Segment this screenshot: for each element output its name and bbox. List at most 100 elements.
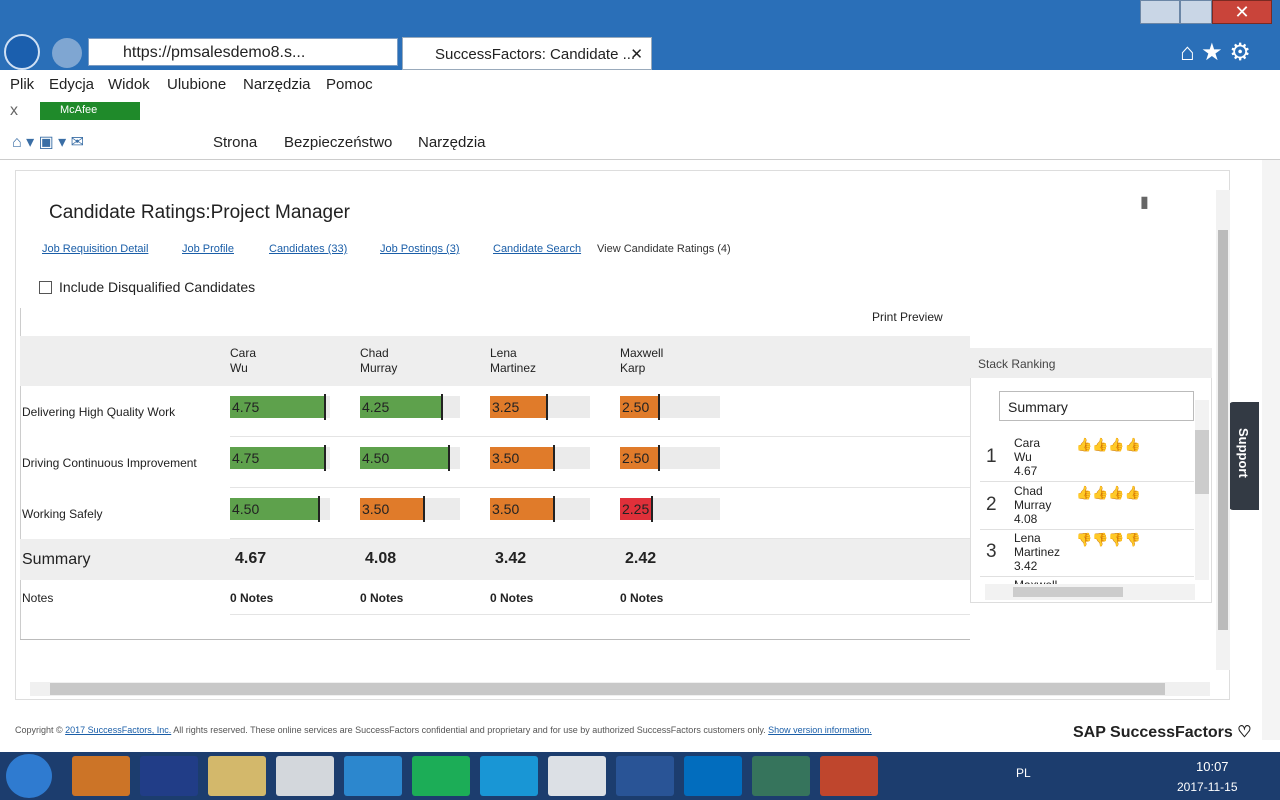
stack-vscroll[interactable] — [1195, 400, 1209, 580]
nav-link[interactable]: Candidate Search — [493, 243, 582, 255]
stack-select[interactable]: Summary — [999, 391, 1194, 421]
stack-last: Wu — [1014, 450, 1032, 464]
candidate-first: Lena — [490, 346, 517, 360]
notes-value[interactable]: 0 Notes — [620, 591, 664, 605]
row-label: Working Safely — [22, 507, 103, 521]
stack-first: Chad — [1014, 483, 1043, 498]
tab-title: SuccessFactors: Candidate ... — [435, 46, 636, 63]
stack-rank: 1 — [986, 446, 997, 467]
address-bar[interactable]: https://pmsalesdemo8.s... — [88, 38, 398, 66]
hscroll[interactable] — [30, 682, 1210, 696]
mcafee[interactable]: McAfee — [40, 102, 140, 120]
taskbar-app[interactable] — [72, 756, 130, 796]
toolbar-icons[interactable]: ⌂ ★ ⚙ — [1180, 39, 1251, 66]
inner-vscroll[interactable] — [1216, 190, 1230, 670]
taskbar-app[interactable] — [140, 756, 198, 796]
chart-icon[interactable]: ▮ — [1140, 194, 1149, 211]
menu-area — [0, 70, 1280, 160]
stack-score: 4.67 — [1014, 464, 1038, 478]
copyright: Copyright © 2017 SuccessFactors, Inc. Al… — [15, 725, 872, 735]
taskbar-app[interactable] — [344, 756, 402, 796]
summary-label: Summary — [22, 551, 91, 568]
taskbar-app[interactable] — [480, 756, 538, 796]
menu-item[interactable]: Widok — [108, 76, 150, 93]
summary-value: 4.67 — [235, 550, 267, 567]
rating-marker — [657, 445, 660, 471]
print-preview[interactable]: Print Preview — [872, 310, 943, 324]
nav-link[interactable]: Candidates (33) — [269, 243, 348, 255]
checkbox[interactable] — [39, 281, 52, 294]
nav-link[interactable]: Job Profile — [182, 243, 234, 255]
version-link[interactable]: Show version information. — [768, 725, 872, 735]
nav-link[interactable]: Job Requisition Detail — [42, 243, 149, 255]
header-row — [20, 336, 970, 386]
stack-last: Murray — [1014, 497, 1052, 512]
taskbar-app[interactable] — [276, 756, 334, 796]
start-button[interactable] — [6, 754, 52, 798]
taskbar-app[interactable] — [208, 756, 266, 796]
menu-item[interactable]: Edycja — [49, 76, 95, 93]
rating-marker — [441, 394, 444, 420]
rule — [20, 639, 970, 640]
candidate-last: Karp — [620, 361, 646, 375]
rating-marker — [552, 445, 555, 471]
back-button[interactable] — [4, 34, 40, 70]
command-item[interactable]: Narzędzia — [418, 134, 486, 151]
support-tab[interactable]: Support — [1229, 402, 1259, 510]
rating-label: 3.50 — [492, 501, 520, 517]
tab[interactable]: SuccessFactors: Candidate ... ✕ — [402, 37, 652, 70]
candidate-first: Chad — [360, 346, 389, 360]
menu-item[interactable]: Plik — [10, 76, 35, 93]
page-vscroll[interactable] — [1262, 160, 1280, 740]
taskbar-app[interactable] — [616, 756, 674, 796]
candidate-last: Murray — [360, 361, 398, 375]
close-x[interactable]: x — [10, 102, 18, 119]
rating-bar — [230, 396, 324, 418]
stack-thumbs: 👍👍👍👍 — [1076, 437, 1141, 452]
lang[interactable]: PL — [1016, 766, 1031, 780]
close[interactable]: ✕ — [1212, 0, 1272, 24]
command-item[interactable]: Strona — [213, 134, 258, 151]
command-item[interactable]: Bezpieczeństwo — [284, 134, 393, 151]
minimize[interactable] — [1140, 0, 1180, 24]
nav-link[interactable]: Job Postings (3) — [380, 243, 460, 255]
forward-button[interactable] — [52, 38, 82, 68]
notes-value[interactable]: 0 Notes — [490, 591, 534, 605]
rating-marker — [447, 445, 450, 471]
stack-hscroll[interactable] — [985, 584, 1195, 600]
menu-item[interactable]: Pomoc — [326, 76, 373, 93]
stack-thumbs: 👍👍👍👍 — [1076, 484, 1141, 500]
taskbar-app[interactable] — [820, 756, 878, 796]
stack-score: 4.08 — [1014, 511, 1038, 526]
copyright-body: All rights reserved. These online servic… — [171, 725, 769, 735]
stack-header: Stack Ranking — [970, 348, 1212, 378]
menu-item[interactable]: Narzędzia — [243, 76, 311, 93]
rating-bar — [490, 447, 553, 469]
candidate-first: Maxwell — [620, 346, 664, 360]
rating-marker — [323, 445, 326, 471]
page-title: Candidate Ratings:Project Manager — [49, 202, 351, 223]
menu-item[interactable]: Ulubione — [167, 76, 227, 93]
stack-partial: Maxwell — [1014, 578, 1057, 584]
rating-label: 4.75 — [232, 399, 260, 415]
rating-label: 4.75 — [232, 450, 260, 466]
candidate-last: Wu — [230, 361, 248, 375]
command-icons[interactable]: ⌂ ▾ ▣ ▾ ✉ — [12, 134, 85, 151]
copyright-link[interactable]: 2017 SuccessFactors, Inc. — [65, 725, 172, 735]
taskbar-app[interactable] — [752, 756, 810, 796]
notes-value[interactable]: 0 Notes — [360, 591, 404, 605]
taskbar-app[interactable] — [548, 756, 606, 796]
divider — [20, 308, 21, 640]
taskbar-app[interactable] — [684, 756, 742, 796]
brand: SAP SuccessFactors ♡ — [1073, 724, 1252, 741]
notes-value[interactable]: 0 Notes — [230, 591, 274, 605]
stack-first: Lena — [1014, 531, 1041, 545]
stack-panel — [970, 348, 1212, 603]
notes-rule — [230, 614, 970, 615]
rating-marker — [651, 496, 654, 522]
summary-row — [20, 539, 970, 580]
maximize[interactable] — [1180, 0, 1212, 24]
taskbar-app[interactable] — [412, 756, 470, 796]
rating-marker — [323, 394, 326, 420]
